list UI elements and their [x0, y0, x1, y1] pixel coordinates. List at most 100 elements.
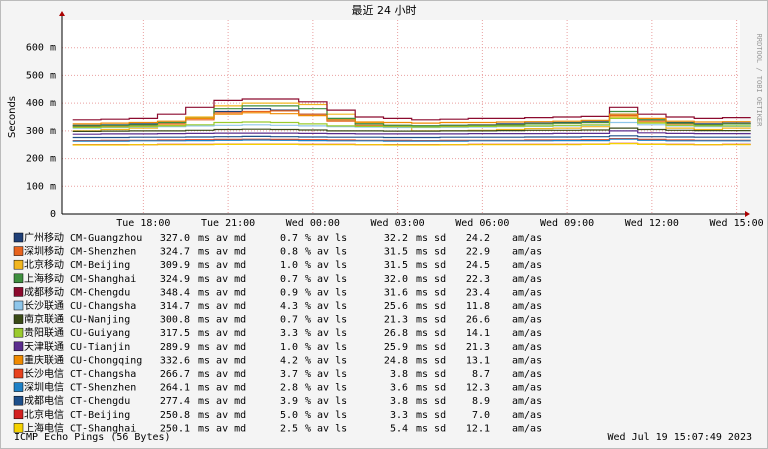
- legend-stat: 332.6: [160, 355, 190, 366]
- legend-unit: ms av md: [198, 423, 246, 434]
- x-tick-label: Wed 00:00: [286, 218, 340, 229]
- legend-unit: am/as: [512, 301, 542, 312]
- legend-swatch: [13, 423, 24, 433]
- legend-unit: ms sd: [416, 274, 446, 285]
- legend-unit: % av ls: [305, 247, 347, 258]
- legend-unit: am/as: [512, 260, 542, 271]
- legend-unit: am/as: [512, 233, 542, 244]
- legend-unit: ms sd: [416, 315, 446, 326]
- legend-label: 长沙电信 CT-Changsha: [24, 367, 136, 380]
- legend-stat: 22.9: [466, 247, 490, 258]
- legend-stat: 12.3: [466, 383, 490, 394]
- legend-swatch: [13, 409, 24, 420]
- legend-unit: ms sd: [416, 233, 446, 244]
- y-tick-label: 0: [50, 209, 56, 220]
- legend-unit: am/as: [512, 396, 542, 407]
- legend-unit: % av ls: [305, 315, 347, 326]
- legend-unit: am/as: [512, 247, 542, 258]
- legend-unit: % av ls: [305, 423, 347, 434]
- legend-unit: ms sd: [416, 342, 446, 353]
- legend-unit: ms sd: [416, 247, 446, 258]
- legend-stat: 31.5: [384, 247, 408, 258]
- legend-stat: 8.7: [472, 369, 490, 380]
- legend-unit: % av ls: [305, 274, 347, 285]
- legend-stat: 266.7: [160, 369, 190, 380]
- series-line: [72, 130, 751, 135]
- legend-unit: % av ls: [305, 410, 347, 421]
- legend-stat: 21.3: [384, 315, 408, 326]
- legend-stat: 4.2: [280, 355, 298, 366]
- legend-stat: 317.5: [160, 328, 190, 339]
- legend-stat: 5.4: [390, 423, 408, 434]
- footer-right: Wed Jul 19 15:07:49 2023: [608, 432, 753, 443]
- x-tick-label: Wed 03:00: [371, 218, 425, 229]
- legend-unit: % av ls: [305, 328, 347, 339]
- legend-unit: % av ls: [305, 233, 347, 244]
- legend-stat: 7.0: [472, 410, 490, 421]
- legend-unit: % av ls: [305, 369, 347, 380]
- x-arrow: [745, 211, 750, 217]
- legend-unit: am/as: [512, 342, 542, 353]
- legend-label: 成都移动 CM-Chengdu: [24, 285, 130, 298]
- legend-unit: ms av md: [198, 396, 246, 407]
- legend-unit: am/as: [512, 328, 542, 339]
- legend-stat: 24.2: [466, 233, 490, 244]
- legend-label: 上海移动 CM-Shanghai: [24, 272, 136, 285]
- legend-unit: % av ls: [305, 287, 347, 298]
- legend-stat: 3.9: [280, 396, 298, 407]
- legend-unit: am/as: [512, 383, 542, 394]
- legend-swatch: [13, 259, 24, 270]
- legend-unit: % av ls: [305, 355, 347, 366]
- legend-unit: ms av md: [198, 247, 246, 258]
- legend-stat: 11.8: [466, 301, 490, 312]
- legend-unit: ms av md: [198, 328, 246, 339]
- footer-left: ICMP Echo Pings (56 Bytes): [14, 432, 171, 443]
- legend-swatch: [13, 300, 24, 311]
- legend-stat: 23.4: [466, 287, 490, 298]
- x-tick-label: Wed 15:00: [710, 218, 764, 229]
- x-tick-label: Tue 18:00: [116, 218, 170, 229]
- legend-unit: % av ls: [305, 396, 347, 407]
- legend-swatch: [13, 246, 24, 256]
- legend-stat: 24.8: [384, 355, 408, 366]
- legend-stat: 0.7: [280, 233, 298, 244]
- legend-stat: 25.6: [384, 301, 408, 312]
- legend-unit: am/as: [512, 315, 542, 326]
- legend-stat: 2.5: [280, 423, 298, 434]
- legend-unit: ms sd: [416, 328, 446, 339]
- legend-stat: 1.0: [280, 342, 298, 353]
- legend-stat: 4.3: [280, 301, 298, 312]
- legend-unit: ms av md: [198, 301, 246, 312]
- legend-unit: ms av md: [198, 369, 246, 380]
- series-line: [72, 135, 751, 139]
- lines: [72, 98, 751, 146]
- y-tick-label: 100 m: [26, 181, 56, 192]
- legend-swatch: [13, 273, 24, 284]
- legend-swatch: [13, 382, 24, 392]
- legend-stat: 264.1: [160, 383, 190, 394]
- legend-stat: 0.8: [280, 247, 298, 258]
- legend-stat: 300.8: [160, 315, 190, 326]
- legend-stat: 32.0: [384, 274, 408, 285]
- legend-stat: 25.9: [384, 342, 408, 353]
- legend-label: 贵阳联通 CU-Guiyang: [24, 326, 130, 339]
- legend-label: 深圳移动 CM-Shenzhen: [24, 245, 136, 258]
- legend-stat: 24.5: [466, 260, 490, 271]
- legend-stat: 26.8: [384, 328, 408, 339]
- legend-unit: ms av md: [198, 342, 246, 353]
- legend-unit: am/as: [512, 423, 542, 434]
- legend: 广州移动 CM-Guangzhou 327.0 ms av md 0.7 % av ls…: [13, 231, 542, 434]
- y-axis-label: Seconds: [7, 96, 18, 138]
- legend-stat: 250.1: [160, 423, 190, 434]
- legend-unit: % av ls: [305, 260, 347, 271]
- legend-stat: 31.6: [384, 287, 408, 298]
- legend-stat: 1.0: [280, 260, 298, 271]
- legend-stat: 26.6: [466, 315, 490, 326]
- legend-swatch: [13, 314, 24, 324]
- legend-stat: 3.8: [390, 369, 408, 380]
- legend-unit: ms sd: [416, 301, 446, 312]
- legend-stat: 13.1: [466, 355, 490, 366]
- y-tick-label: 200 m: [26, 154, 56, 165]
- legend-stat: 324.7: [160, 247, 190, 258]
